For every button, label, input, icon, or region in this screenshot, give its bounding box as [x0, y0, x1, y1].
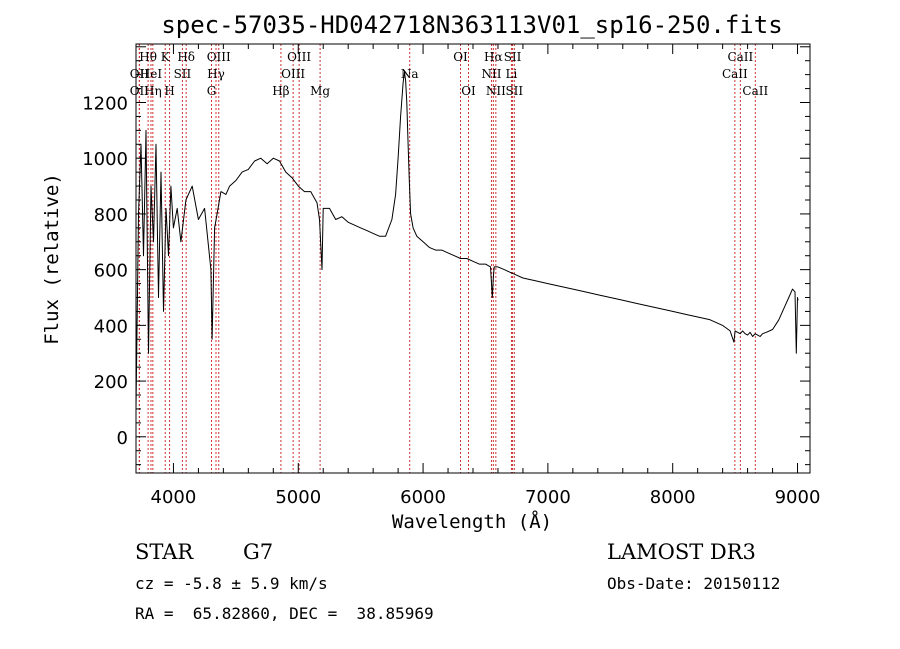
object-class: STAR [135, 540, 194, 564]
spectral-line-label: Hθ [139, 50, 157, 64]
x-tick-label: 6000 [400, 487, 446, 508]
chart-title: spec-57035-HD042718N363113V01_sp16-250.f… [161, 11, 782, 39]
x-tick-label: 9000 [775, 487, 821, 508]
x-axis-label: Wavelength (Å) [392, 510, 552, 533]
ra-dec: RA = 65.82860, DEC = 38.85969 [135, 604, 434, 623]
spectral-line-label: Hη [144, 84, 162, 98]
spectral-line-label: CaII [722, 67, 748, 81]
spectrum-series [135, 71, 799, 409]
spectral-line-label: SII [504, 50, 522, 64]
spectral-line-label: Hγ [207, 67, 225, 81]
spectral-line-label: OIII [281, 67, 305, 81]
spectral-line-label: K [161, 50, 171, 64]
y-tick-label: 1200 [82, 94, 128, 115]
survey-name: LAMOST DR3 [607, 540, 756, 564]
subclass: G7 [243, 540, 274, 564]
y-tick-label: 0 [117, 428, 128, 449]
spectral-line-label: SII [174, 67, 192, 81]
spectrum-line [135, 71, 799, 409]
spectral-line-label: HeI [140, 67, 163, 81]
y-axis-label: Flux (relative) [41, 173, 63, 345]
x-tick-label: 7000 [525, 487, 571, 508]
spectral-line-label: OII [130, 84, 150, 98]
x-tick-label: 8000 [650, 487, 696, 508]
spectral-line-label: H [164, 84, 174, 98]
x-tick-label: 4000 [151, 487, 197, 508]
spectral-line-label: OI [461, 84, 476, 98]
y-tick-label: 200 [94, 372, 128, 393]
spectral-line-label: OIII [287, 50, 311, 64]
spectral-line-label: Mg [310, 84, 330, 98]
plot-frame [135, 43, 811, 474]
spectral-line-label: OII [130, 67, 150, 81]
x-axis-ticks: 4000 5000 6000 7000 8000 9000 [151, 44, 821, 508]
redshift-cz: cz = -5.8 ± 5.9 km/s [135, 574, 328, 593]
spectral-line-markers [138, 44, 756, 473]
x-tick-label: 5000 [275, 487, 321, 508]
spectral-line-label: SII [505, 84, 523, 98]
spectral-line-label: CaII [742, 84, 768, 98]
spectral-line-label: Hδ [177, 50, 195, 64]
spectral-line-label: OIII [207, 50, 231, 64]
y-tick-label: 400 [94, 316, 128, 337]
y-tick-label: 1000 [82, 149, 128, 170]
spectral-line-label: Hα [484, 50, 503, 64]
spectral-line-label: NII [486, 84, 506, 98]
obs-date: Obs-Date: 20150112 [607, 574, 781, 593]
y-tick-label: 800 [94, 205, 128, 226]
y-axis-ticks: 0 200 400 600 800 1000 1200 [82, 46, 810, 466]
spectral-line-label: Hβ [272, 84, 289, 98]
spectral-line-label: G [207, 84, 217, 98]
spectral-line-label: Li [506, 67, 518, 81]
spectral-line-label: CaII [727, 50, 753, 64]
spectral-line-label: NII [481, 67, 501, 81]
spectral-line-label: OI [453, 50, 468, 64]
y-tick-label: 600 [94, 261, 128, 282]
